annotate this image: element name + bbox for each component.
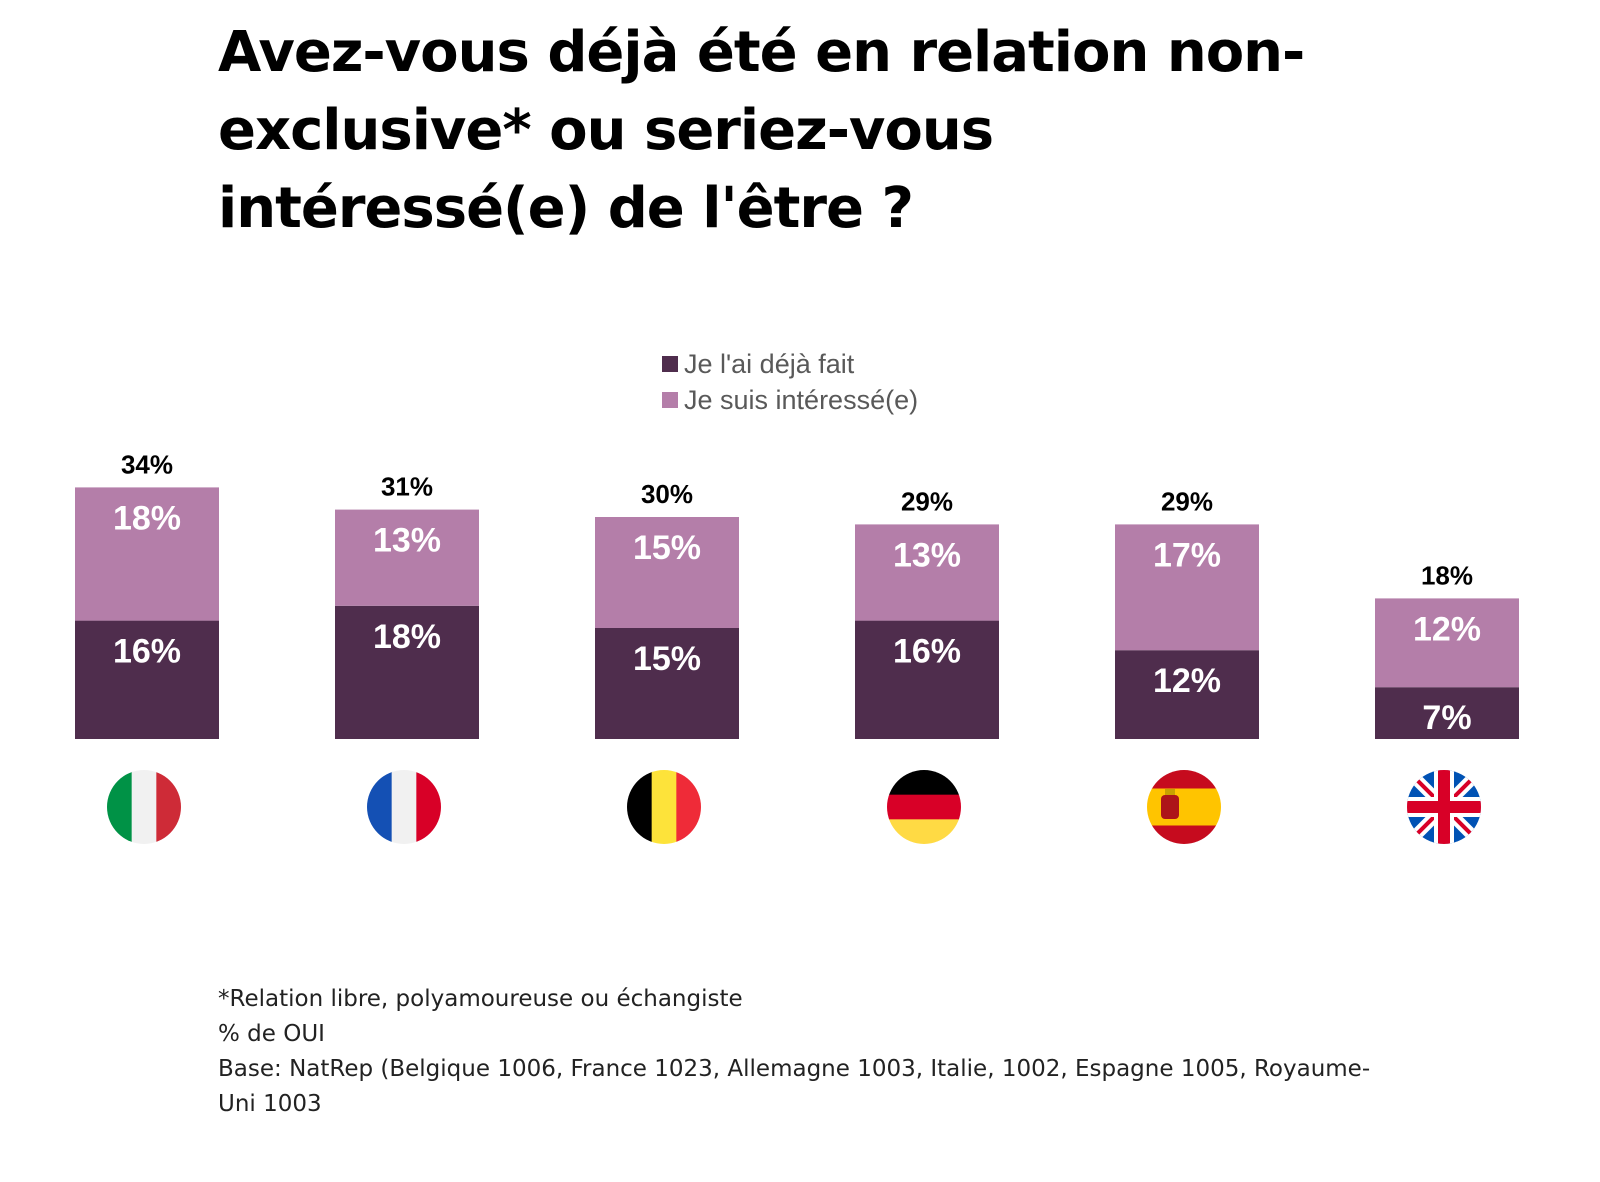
segment-label: 16%: [893, 633, 961, 671]
segment-label: 13%: [893, 536, 961, 574]
segment-label: 12%: [1153, 662, 1221, 700]
flag-stripe: [887, 794, 961, 820]
bar-segment: [75, 620, 219, 739]
title-line: Avez-vous déjà été en relation non-: [218, 20, 1305, 85]
total-label: 29%: [1161, 486, 1213, 516]
footnotes: *Relation libre, polyamoureuse ou échang…: [218, 982, 1518, 1122]
segment-label: 18%: [113, 499, 181, 537]
total-label: 31%: [381, 472, 433, 502]
total-label: 18%: [1421, 560, 1473, 590]
bar-group-italie: 16% 18% 34%: [75, 449, 219, 739]
legend: Je l'ai déjà fait Je suis intéressé(e): [662, 346, 918, 418]
bar-segment: [1375, 687, 1519, 739]
footnote-definition: *Relation libre, polyamoureuse ou échang…: [218, 986, 743, 1012]
footnote-base-cont: Uni 1003: [218, 1091, 322, 1117]
flag-stripe: [416, 770, 441, 844]
footnote-measure: % de OUI: [218, 1021, 325, 1047]
segment-label: 7%: [1422, 699, 1471, 737]
title-line: intéressé(e) de l'être ?: [218, 176, 914, 241]
flag-stripe: [131, 770, 157, 844]
flag-stripe: [367, 770, 393, 844]
flag-stripe: [627, 770, 653, 844]
bar-segment: [855, 524, 999, 621]
total-label: 29%: [901, 486, 953, 516]
bar-segment: [855, 620, 999, 739]
chart-title: Avez-vous déjà été en relation non- excl…: [218, 14, 1358, 248]
spain-coat-of-arms: [1161, 795, 1179, 819]
total-label: 34%: [121, 449, 173, 479]
footnote-base: Base: NatRep (Belgique 1006, France 1023…: [218, 1056, 1371, 1082]
segment-label: 13%: [373, 522, 441, 560]
bar-segment: [1115, 650, 1259, 739]
segment-label: 15%: [633, 640, 701, 678]
uk-cross-red: [1407, 801, 1481, 813]
legend-swatch-done: [662, 356, 678, 372]
flag-spain-icon: [1147, 770, 1221, 844]
segment-label: 16%: [113, 633, 181, 671]
flag-stripe: [651, 770, 677, 844]
segment-label: 12%: [1413, 610, 1481, 648]
segment-label: 15%: [633, 529, 701, 567]
bar-group-royaume-uni: 7% 12% 18%: [1375, 560, 1519, 739]
flag-belgium-icon: [627, 770, 701, 844]
bar-segment: [595, 628, 739, 739]
bar-segment: [1115, 524, 1259, 651]
flag-france-icon: [367, 770, 441, 844]
flag-stripe: [107, 770, 133, 844]
legend-swatch-interested: [662, 392, 678, 408]
flag-germany-icon: [887, 770, 961, 844]
flag-uk-icon: [1407, 770, 1481, 844]
legend-label: Je suis intéressé(e): [684, 384, 919, 415]
bar-segment: [335, 605, 479, 739]
flag-stripe: [391, 770, 417, 844]
segment-label: 18%: [373, 618, 441, 656]
flag-stripe: [887, 770, 961, 796]
stacked-bar-chart: 16%18%34%18%13%31%15%15%30%16%13%29%12%1…: [75, 449, 1519, 844]
bar-group-belgique: 15% 15% 30%: [595, 479, 739, 739]
flag-stripe: [156, 770, 181, 844]
spain-crown: [1165, 789, 1175, 795]
bar-segment: [1375, 598, 1519, 688]
total-label: 30%: [641, 479, 693, 509]
legend-item-interested: Je suis intéressé(e): [662, 382, 918, 418]
flag-stripe: [887, 819, 961, 844]
bar-segment: [75, 487, 219, 621]
flag-stripe: [1147, 825, 1221, 844]
flag-italy-icon: [107, 770, 181, 844]
flag-stripe: [1147, 770, 1221, 789]
legend-label: Je l'ai déjà fait: [684, 348, 855, 379]
bar-group-france: 18% 13% 31%: [335, 472, 479, 739]
legend-item-done: Je l'ai déjà fait: [662, 346, 918, 382]
bar-segment: [335, 509, 479, 606]
title-line: exclusive* ou seriez-vous: [218, 98, 994, 163]
bar-group-espagne: 12% 17% 29%: [1115, 486, 1259, 739]
flag-stripe: [676, 770, 701, 844]
flag-stripe: [1147, 788, 1221, 826]
bar-segment: [595, 517, 739, 628]
segment-label: 17%: [1153, 536, 1221, 574]
bar-group-allemagne: 16% 13% 29%: [855, 486, 999, 739]
